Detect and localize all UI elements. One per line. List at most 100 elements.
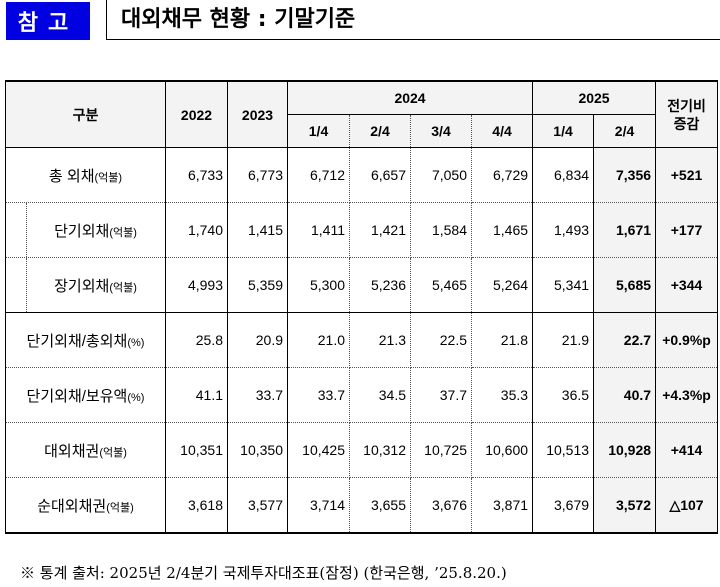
change-cell: △107	[655, 477, 719, 534]
value-cell: 1,584	[410, 202, 472, 258]
value-cell: 3,655	[349, 477, 411, 534]
table-row: 대외채권(억불) 10,351 10,350 10,425 10,312 10,725 10…	[5, 422, 719, 478]
value-cell: 3,679	[532, 477, 595, 534]
value-cell: 37.7	[410, 367, 472, 423]
page-title: 대외채무 현황 : 기말기준	[106, 0, 720, 40]
col-header-2024: 2024	[286, 80, 534, 115]
value-cell: 1,465	[470, 202, 534, 258]
value-cell: 6,773	[227, 147, 288, 203]
row-unit: (억불)	[106, 501, 134, 514]
change-cell: +414	[655, 422, 719, 478]
value-cell: 20.9	[227, 312, 288, 368]
reference-badge: 참고	[6, 2, 90, 40]
value-cell: 6,733	[165, 147, 228, 203]
value-cell: 6,657	[349, 147, 411, 203]
value-cell: 10,928	[593, 422, 657, 478]
value-cell: 33.7	[227, 367, 288, 423]
value-cell: 10,600	[470, 422, 534, 478]
value-cell: 33.7	[287, 367, 350, 423]
row-label-text: 순대외채권	[37, 497, 107, 515]
row-unit: (억불)	[109, 281, 137, 294]
row-unit: (%)	[127, 336, 145, 349]
value-cell: 10,725	[410, 422, 472, 478]
value-cell: 10,513	[532, 422, 595, 478]
row-label: 대외채권(억불)	[5, 422, 166, 478]
col-header-q: 3/4	[410, 114, 472, 148]
change-cell: +4.3%p	[655, 367, 719, 423]
row-label-text: 단기외채	[54, 222, 110, 240]
row-label-text: 장기외채	[54, 277, 110, 295]
value-cell: 6,729	[470, 147, 534, 203]
col-header-q: 2/4	[593, 114, 657, 148]
external-debt-table: 구분 2022 2023 2024 2025 전기비 증감 1/4 2/4 3/…	[5, 80, 719, 534]
change-cell: +344	[655, 257, 719, 313]
row-label-text: 단기외채/보유액	[26, 387, 128, 405]
value-cell: 5,359	[227, 257, 288, 313]
value-cell: 1,740	[165, 202, 228, 258]
value-cell: 5,236	[349, 257, 411, 313]
col-header-2025: 2025	[532, 80, 657, 115]
row-label: 총 외채(억불)	[5, 147, 166, 203]
value-cell: 3,714	[287, 477, 350, 534]
change-cell: +177	[655, 202, 719, 258]
row-label: 단기외채(억불)	[5, 202, 166, 258]
row-label-text: 단기외채/총외채	[26, 332, 128, 350]
value-cell: 5,685	[593, 257, 657, 313]
value-cell: 21.8	[470, 312, 534, 368]
value-cell: 6,712	[287, 147, 350, 203]
table-row: 순대외채권(억불) 3,618 3,577 3,714 3,655 3,676 3,871 3…	[5, 477, 719, 534]
row-label: 단기외채/총외채(%)	[5, 312, 166, 368]
value-cell: 10,350	[227, 422, 288, 478]
col-header-2022: 2022	[165, 80, 228, 148]
value-cell: 40.7	[593, 367, 657, 423]
row-label: 순대외채권(억불)	[5, 477, 166, 534]
col-header-q: 1/4	[287, 114, 350, 148]
value-cell: 7,050	[410, 147, 472, 203]
value-cell: 4,993	[165, 257, 228, 313]
value-cell: 41.1	[165, 367, 228, 423]
row-label: 단기외채/보유액(%)	[5, 367, 166, 423]
row-label-text: 총 외채	[48, 167, 95, 185]
col-header-2023: 2023	[227, 80, 288, 148]
table-row: 단기외채/보유액(%) 41.1 33.7 33.7 34.5 37.7 35.3 36.5 4…	[5, 367, 719, 423]
table-row: 단기외채/총외채(%) 25.8 20.9 21.0 21.3 22.5 21.8 21.9 2…	[5, 312, 719, 368]
col-header-change: 전기비 증감	[655, 80, 719, 148]
value-cell: 22.5	[410, 312, 472, 368]
row-unit: (억불)	[109, 226, 137, 239]
value-cell: 7,356	[593, 147, 657, 203]
value-cell: 5,264	[470, 257, 534, 313]
value-cell: 35.3	[470, 367, 534, 423]
value-cell: 5,465	[410, 257, 472, 313]
value-cell: 3,572	[593, 477, 657, 534]
value-cell: 25.8	[165, 312, 228, 368]
value-cell: 3,871	[470, 477, 534, 534]
value-cell: 10,351	[165, 422, 228, 478]
change-cell: +521	[655, 147, 719, 203]
col-header-q: 4/4	[470, 114, 534, 148]
value-cell: 1,415	[227, 202, 288, 258]
footnote: ※ 통계 출처: 2025년 2/4분기 국제투자대조표(잠정) (한국은행, …	[20, 564, 507, 582]
value-cell: 22.7	[593, 312, 657, 368]
col-header-category: 구분	[5, 80, 166, 148]
col-header-q: 1/4	[532, 114, 595, 148]
value-cell: 1,421	[349, 202, 411, 258]
row-label: 장기외채(억불)	[5, 257, 166, 313]
value-cell: 3,676	[410, 477, 472, 534]
value-cell: 5,300	[287, 257, 350, 313]
row-unit: (억불)	[99, 446, 127, 459]
value-cell: 21.0	[287, 312, 350, 368]
value-cell: 1,671	[593, 202, 657, 258]
value-cell: 10,425	[287, 422, 350, 478]
table-row: 총 외채(억불) 6,733 6,773 6,712 6,657 7,050 6,729 6,…	[5, 147, 719, 203]
value-cell: 3,618	[165, 477, 228, 534]
value-cell: 1,411	[287, 202, 350, 258]
change-cell: +0.9%p	[655, 312, 719, 368]
row-unit: (억불)	[94, 171, 123, 184]
value-cell: 5,341	[532, 257, 595, 313]
value-cell: 36.5	[532, 367, 595, 423]
value-cell: 3,577	[227, 477, 288, 534]
value-cell: 1,493	[532, 202, 595, 258]
value-cell: 6,834	[532, 147, 595, 203]
row-unit: (%)	[127, 391, 145, 404]
value-cell: 34.5	[349, 367, 411, 423]
